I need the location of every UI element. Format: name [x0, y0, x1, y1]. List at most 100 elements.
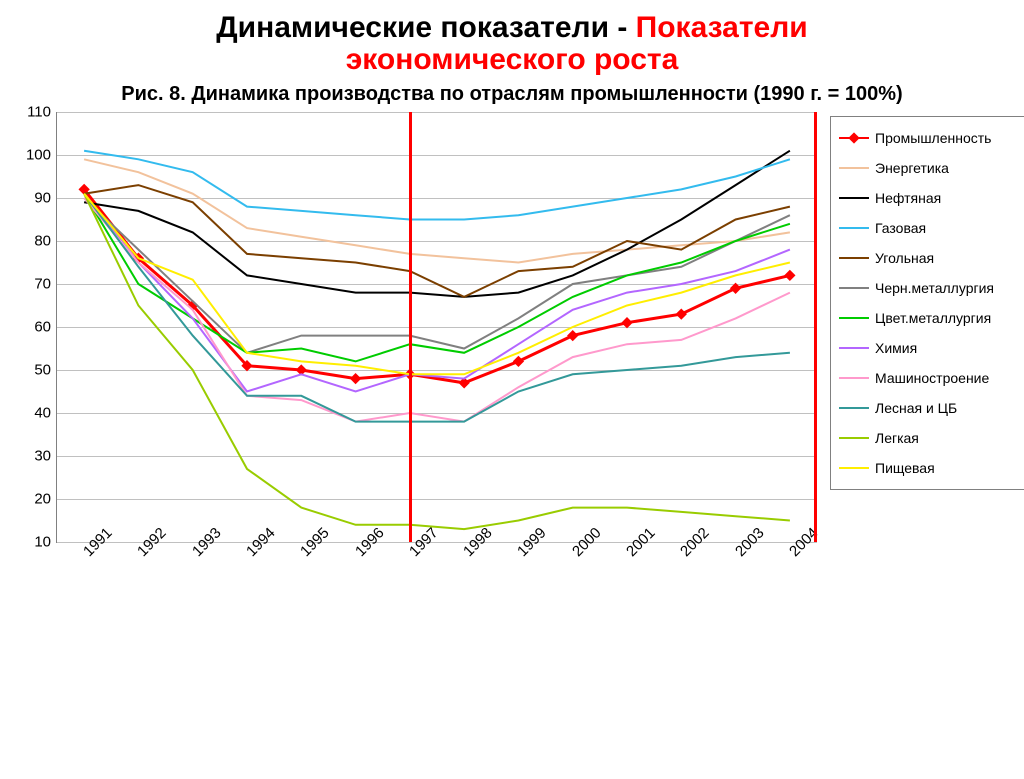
series-marker: [676, 308, 687, 319]
legend-item: Промышленность: [839, 123, 1017, 153]
legend-line-icon: [839, 287, 869, 289]
x-tick-label: 2000: [569, 524, 605, 560]
legend-label: Промышленность: [875, 130, 991, 146]
legend-item: Энергетика: [839, 153, 1017, 183]
y-tick-label: 20: [34, 490, 51, 507]
legend-swatch: [839, 221, 869, 235]
gridline: [57, 241, 817, 242]
page-title: Динамические показатели - Показатели эко…: [10, 12, 1014, 77]
series-Машиностроение: [84, 198, 790, 422]
x-tick-label: 2003: [732, 524, 768, 560]
legend-line-icon: [839, 467, 869, 469]
gridline: [57, 155, 817, 156]
legend-label: Цвет.металлургия: [875, 310, 991, 326]
legend-item: Пищевая: [839, 453, 1017, 483]
gridline: [57, 198, 817, 199]
legend-swatch: [839, 311, 869, 325]
series-marker: [513, 356, 524, 367]
series-Промышленность: [84, 189, 790, 383]
legend-item: Черн.металлургия: [839, 273, 1017, 303]
legend-swatch: [839, 131, 869, 145]
vertical-marker: [409, 112, 412, 542]
legend-swatch: [839, 191, 869, 205]
gridline: [57, 499, 817, 500]
y-tick-label: 100: [26, 146, 51, 163]
legend-line-icon: [839, 257, 869, 259]
legend-label: Черн.металлургия: [875, 280, 994, 296]
legend-label: Газовая: [875, 220, 926, 236]
y-tick-label: 60: [34, 318, 51, 335]
legend-swatch: [839, 431, 869, 445]
legend-line-icon: [839, 407, 869, 409]
legend-swatch: [839, 251, 869, 265]
legend-swatch: [839, 461, 869, 475]
y-tick-label: 110: [27, 103, 51, 120]
series-Энергетика: [84, 159, 790, 262]
legend-item: Цвет.металлургия: [839, 303, 1017, 333]
legend-label: Легкая: [875, 430, 919, 446]
series-Цвет.металлургия: [84, 193, 790, 361]
series-marker: [133, 252, 144, 263]
gridline: [57, 370, 817, 371]
series-marker: [784, 270, 795, 281]
legend-label: Энергетика: [875, 160, 949, 176]
y-tick-label: 80: [34, 232, 51, 249]
legend-swatch: [839, 341, 869, 355]
series-Газовая: [84, 150, 790, 219]
plot-area: 1020304050607080901001101991199219931994…: [56, 112, 817, 543]
series-marker: [458, 377, 469, 388]
y-tick-label: 30: [34, 447, 51, 464]
series-marker: [78, 184, 89, 195]
legend-swatch: [839, 281, 869, 295]
title-part-1: Динамические показатели -: [216, 11, 635, 44]
legend-swatch: [839, 371, 869, 385]
legend-item: Лесная и ЦБ: [839, 393, 1017, 423]
y-tick-label: 70: [34, 275, 51, 292]
legend-item: Нефтяная: [839, 183, 1017, 213]
title-part-3: экономического роста: [346, 43, 679, 76]
series-marker: [350, 373, 361, 384]
legend-item: Машиностроение: [839, 363, 1017, 393]
legend-line-icon: [839, 227, 869, 229]
gridline: [57, 112, 817, 113]
x-tick-label: 1993: [189, 524, 225, 560]
legend-line-icon: [839, 167, 869, 169]
legend-label: Химия: [875, 340, 917, 356]
legend-label: Угольная: [875, 250, 934, 266]
gridline: [57, 413, 817, 414]
legend-swatch: [839, 161, 869, 175]
legend-item: Легкая: [839, 423, 1017, 453]
legend-line-icon: [839, 317, 869, 319]
legend-label: Пищевая: [875, 460, 935, 476]
legend-line-icon: [839, 347, 869, 349]
gridline: [57, 327, 817, 328]
x-tick-label: 1996: [352, 524, 388, 560]
series-Черн.металлургия: [84, 198, 790, 353]
chart-figure: 1020304050607080901001101991199219931994…: [12, 112, 1012, 732]
chart-subtitle: Рис. 8. Динамика производства по отрасля…: [0, 83, 1024, 106]
legend-swatch: [839, 401, 869, 415]
legend-item: Химия: [839, 333, 1017, 363]
legend-label: Лесная и ЦБ: [875, 400, 957, 416]
series-marker: [187, 300, 198, 311]
legend-line-icon: [839, 377, 869, 379]
legend-line-icon: [839, 197, 869, 199]
series-Нефтяная: [84, 150, 790, 296]
legend-line-icon: [839, 437, 869, 439]
gridline: [57, 284, 817, 285]
legend-item: Газовая: [839, 213, 1017, 243]
legend-label: Нефтяная: [875, 190, 941, 206]
y-tick-label: 90: [34, 189, 51, 206]
vertical-marker: [814, 112, 817, 542]
y-tick-label: 10: [34, 533, 51, 550]
gridline: [57, 456, 817, 457]
series-Легкая: [84, 193, 790, 528]
legend-label: Машиностроение: [875, 370, 989, 386]
series-Химия: [84, 193, 790, 391]
title-part-2: Показатели: [636, 11, 808, 44]
series-Лесная и ЦБ: [84, 193, 790, 421]
legend-item: Угольная: [839, 243, 1017, 273]
y-tick-label: 50: [34, 361, 51, 378]
legend: Промышленность Энергетика Нефтяная Газовая У…: [830, 116, 1024, 490]
y-tick-label: 40: [34, 404, 51, 421]
